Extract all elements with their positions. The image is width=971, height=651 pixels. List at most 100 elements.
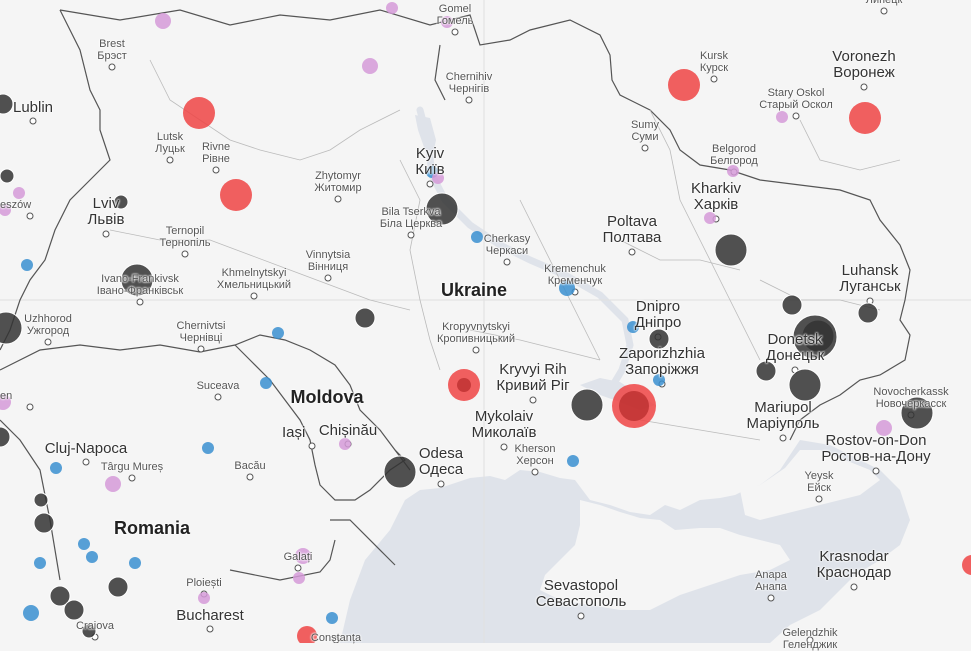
city-label-kursk[interactable]: Kursk Курск (700, 50, 728, 74)
marker-pink[interactable] (704, 212, 716, 224)
marker-pink[interactable] (295, 548, 311, 564)
marker-blue[interactable] (21, 259, 33, 271)
marker-pink[interactable] (293, 572, 305, 584)
marker-pink[interactable] (155, 13, 171, 29)
marker-blue[interactable] (567, 455, 579, 467)
marker-pink[interactable] (776, 111, 788, 123)
marker-blue[interactable] (23, 605, 39, 621)
marker-pink[interactable] (362, 58, 378, 74)
marker-dark[interactable] (781, 294, 803, 316)
city-label-donetsk[interactable]: Donetsk Донецьк (766, 332, 824, 364)
marker-red[interactable] (183, 97, 215, 129)
marker-red[interactable] (297, 626, 317, 643)
city-label-kherson[interactable]: Kherson Херсон (515, 443, 556, 467)
city-label-sumy[interactable]: Sumy Суми (631, 119, 659, 143)
city-label-anapa[interactable]: Anapa Анапа (755, 569, 787, 593)
city-label-zaporizhzhia[interactable]: Zaporizhzhia Запоріжжя (619, 346, 705, 378)
city-label-mariupol[interactable]: Mariupol Маріуполь (747, 400, 820, 432)
marker-blue[interactable] (202, 442, 214, 454)
marker-blue[interactable] (129, 557, 141, 569)
city-label-bacau[interactable]: Bacău (234, 460, 265, 472)
marker-blue[interactable] (653, 374, 665, 386)
marker-dark[interactable] (33, 492, 49, 508)
city-label-bila-tserkva[interactable]: Bila Tserkva Біла Церква (380, 206, 442, 230)
city-label-galati[interactable]: Galați (284, 551, 313, 563)
city-label-yeysk[interactable]: Yeysk Ейск (805, 470, 834, 494)
marker-dark[interactable] (792, 314, 838, 360)
city-label-ivano-frankivsk[interactable]: Ivano-Frankivsk Івано-Франківськ (97, 273, 183, 297)
city-label-lublin[interactable]: Lublin (13, 100, 53, 116)
city-label-kyiv[interactable]: Kyiv Київ (415, 146, 444, 178)
city-label-chernivtsi[interactable]: Chernivtsi Чернівці (177, 320, 226, 344)
marker-pink[interactable] (727, 165, 739, 177)
city-label-belgorod[interactable]: Belgorod Белгород (710, 143, 758, 167)
marker-dark[interactable] (113, 194, 129, 210)
marker-blue[interactable] (78, 538, 90, 550)
marker-dark[interactable] (0, 311, 23, 345)
city-label-eszow[interactable]: eszów (0, 199, 31, 211)
city-label-rostov[interactable]: Rostov-on-Don Ростов-на-Дону (821, 433, 930, 465)
marker-blue[interactable] (627, 321, 639, 333)
marker-dark[interactable] (63, 599, 85, 621)
city-label-cluj[interactable]: Cluj-Napoca (45, 441, 128, 457)
marker-pink[interactable] (198, 592, 210, 604)
marker-dark[interactable] (648, 328, 670, 350)
city-label-luhansk[interactable]: Luhansk Луганськ (839, 263, 900, 295)
marker-blue[interactable] (471, 231, 483, 243)
city-label-gomel[interactable]: Gomel Гомель (437, 3, 474, 27)
city-label-uzhhorod[interactable]: Uzhhorod Ужгород (24, 313, 72, 337)
marker-pink[interactable] (441, 16, 453, 28)
city-label-kremenchuk[interactable]: Kremenchuk Кременчук (544, 263, 606, 287)
marker-red[interactable] (220, 179, 252, 211)
marker-red[interactable] (668, 69, 700, 101)
city-label-craiova[interactable]: Craiova (76, 620, 114, 632)
marker-dark[interactable] (714, 233, 748, 267)
city-label-mykolaiv[interactable]: Mykolaiv Миколаїв (472, 409, 537, 441)
city-label-chisinau[interactable]: Chișinău (319, 423, 377, 439)
city-label-dnipro[interactable]: Dnipro Дніпро (635, 299, 682, 331)
city-label-ternopil[interactable]: Ternopil Тернопіль (159, 225, 210, 249)
marker-blue[interactable] (86, 551, 98, 563)
city-label-targu-mures[interactable]: Târgu Mureș (101, 461, 163, 473)
city-label-lypetsk[interactable]: Липецк (866, 0, 903, 6)
city-label-poltava[interactable]: Poltava Полтава (603, 214, 662, 246)
marker-dark[interactable] (425, 192, 459, 226)
marker-blue[interactable] (50, 462, 62, 474)
marker-dark[interactable] (0, 93, 14, 115)
marker-dark[interactable] (33, 512, 55, 534)
marker-dark[interactable] (81, 623, 97, 639)
marker-red[interactable] (849, 102, 881, 134)
city-label-iasi[interactable]: Iași (282, 425, 305, 441)
city-label-kropyvnytskyi[interactable]: Kropyvnytskyi Кропивницький (437, 321, 515, 345)
marker-blue[interactable] (559, 280, 575, 296)
city-label-sevastopol[interactable]: Sevastopol Севастополь (536, 578, 627, 610)
marker-red[interactable] (962, 555, 971, 575)
city-label-constanta[interactable]: Constanța (311, 632, 361, 644)
marker-blue[interactable] (260, 377, 272, 389)
marker-dark[interactable] (900, 396, 934, 430)
marker-dark[interactable] (788, 368, 822, 402)
marker-blue[interactable] (34, 557, 46, 569)
marker-pink[interactable] (0, 394, 11, 410)
city-label-voronezh[interactable]: Voronezh Воронеж (832, 49, 895, 81)
marker-dark[interactable] (857, 302, 879, 324)
city-label-lviv[interactable]: Lviv Львів (88, 196, 125, 228)
city-label-stary-oskol[interactable]: Stary Oskol Старый Оскол (759, 87, 833, 111)
marker-dark[interactable] (570, 388, 604, 422)
city-label-suceava[interactable]: Suceava (197, 380, 240, 392)
city-label-chernihiv[interactable]: Chernihiv Чернігів (446, 71, 492, 95)
marker-pink[interactable] (0, 204, 11, 216)
city-label-bucharest[interactable]: Bucharest (176, 608, 244, 624)
city-label-odesa[interactable]: Odesa Одеса (419, 446, 463, 478)
marker-pink[interactable] (339, 438, 351, 450)
city-label-brest[interactable]: Brest Брэст (97, 38, 127, 62)
city-label-gelendzhik[interactable]: Gelendzhik Геленджик (782, 627, 837, 651)
city-label-novocherkassk[interactable]: Novocherkassk Новочеркасск (873, 386, 948, 410)
city-label-en-fragment[interactable]: en (0, 390, 12, 402)
city-label-cherkasy[interactable]: Cherkasy Черкаси (484, 233, 530, 257)
city-label-vinnytsia[interactable]: Vinnytsia Вінниця (306, 249, 350, 273)
marker-dark[interactable] (354, 307, 376, 329)
marker-dark[interactable] (755, 360, 777, 382)
city-label-kharkiv[interactable]: Kharkiv Харків (691, 181, 741, 213)
